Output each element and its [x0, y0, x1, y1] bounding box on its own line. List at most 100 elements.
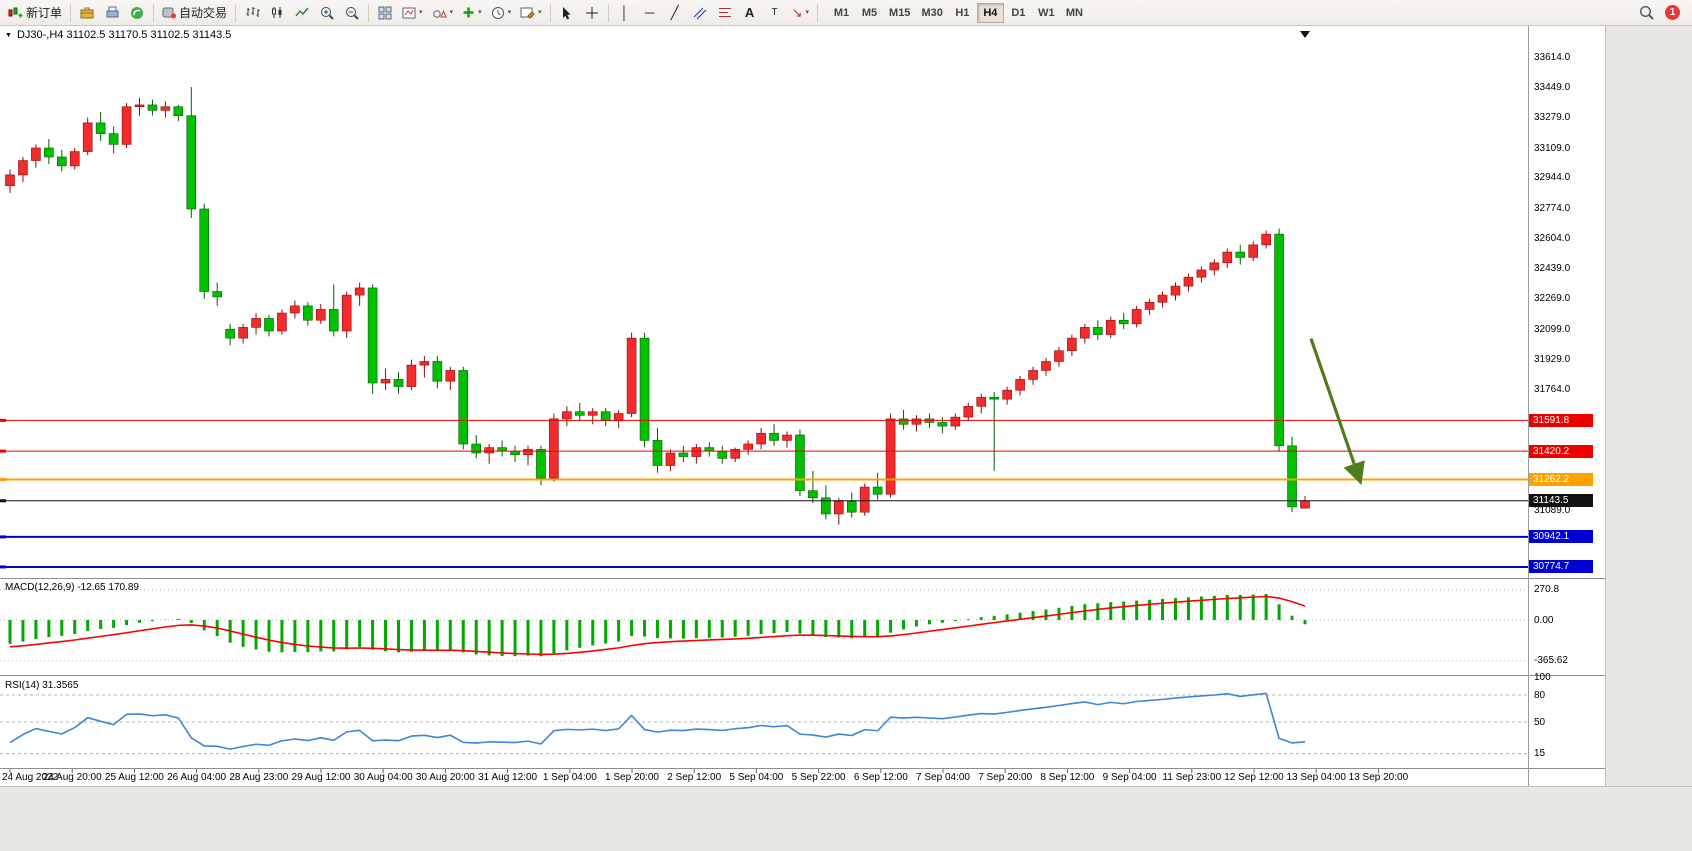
chart-collapse-icon[interactable]: ▼ [5, 31, 12, 39]
timeframe-mn-button[interactable]: MN [1061, 3, 1088, 23]
toolbar-separator [549, 3, 551, 22]
price-badge: 31420.2 [1529, 444, 1593, 458]
cursor-button[interactable] [555, 2, 579, 24]
price-badge: 30774.7 [1529, 560, 1593, 574]
new-order-button[interactable]: 新订单 [4, 2, 66, 24]
line-chart-icon [294, 7, 309, 17]
toolbox-button[interactable] [75, 2, 99, 24]
price-tick-label: 32604.0 [1534, 233, 1571, 245]
label-button[interactable]: T [763, 2, 787, 24]
text-button[interactable]: A [738, 2, 762, 24]
chart-plot[interactable] [0, 26, 1692, 851]
timeframe-m1-button[interactable]: M1 [828, 3, 855, 23]
time-axis-label: 5 Sep 04:00 [729, 772, 784, 783]
trendline-icon: ╱ [670, 5, 679, 20]
toolbar-separator [817, 3, 819, 22]
crosshair-button[interactable] [580, 2, 604, 24]
autotrading-button[interactable]: 自动交易 [158, 2, 231, 24]
price-badge: 31591.8 [1529, 413, 1593, 427]
timeframe-group: M1 M5 M15 M30 H1 H4 D1 W1 MN [828, 2, 1088, 23]
print-button[interactable] [100, 2, 124, 24]
rsi-tick-label: 100 [1534, 671, 1551, 683]
bar-chart-button[interactable] [240, 2, 264, 24]
fibonacci-button[interactable] [713, 2, 737, 24]
down-arrow-annotation[interactable] [1309, 338, 1365, 486]
time-axis-label: 13 Sep 04:00 [1286, 772, 1346, 783]
timeframe-m30-button[interactable]: M30 [916, 3, 947, 23]
toolbar-separator [70, 3, 72, 22]
price-tick-label: 33614.0 [1534, 52, 1571, 64]
time-axis-label: 12 Sep 12:00 [1224, 772, 1284, 783]
autotrading-label: 自动交易 [179, 6, 228, 20]
price-tick-label: 32439.0 [1534, 262, 1571, 274]
chart-title: DJ30-,H4 31102.5 31170.5 31102.5 31143.5 [16, 29, 232, 41]
price-tick-label: 31929.0 [1534, 354, 1571, 366]
dropdown-caret-icon: ▾ [449, 9, 454, 16]
timeframe-w1-button[interactable]: W1 [1033, 3, 1060, 23]
time-axis-label: 30 Aug 20:00 [415, 772, 475, 783]
timeframe-m15-button[interactable]: M15 [884, 3, 915, 23]
hline-icon: ─ [645, 5, 655, 20]
main-toolbar: 新订单 自动交易 [0, 0, 1692, 26]
price-tick-label: 32269.0 [1534, 293, 1571, 305]
timeframe-h4-button[interactable]: H4 [976, 2, 1004, 23]
timeframe-m5-button[interactable]: M5 [856, 3, 883, 23]
time-axis-label: 2 Sep 12:00 [667, 772, 722, 783]
zoom-out-button[interactable] [340, 2, 364, 24]
time-axis-label: 5 Sep 22:00 [791, 772, 846, 783]
add-indicator-icon [463, 7, 474, 18]
price-badge: 31262.2 [1529, 472, 1593, 486]
price-tick-label: 32944.0 [1534, 172, 1571, 184]
trendline-button[interactable]: ╱ [663, 2, 687, 24]
label-tool-icon: T [771, 6, 778, 18]
zoom-out-icon [346, 6, 359, 20]
price-tick-label: 32774.0 [1534, 202, 1571, 214]
macd-tick-label: 270.8 [1534, 584, 1560, 596]
notification-badge[interactable]: 1 [1665, 5, 1680, 20]
macd-tick-label: 0.00 [1534, 614, 1554, 626]
objects-list-icon [432, 9, 447, 18]
indicators-list-icon [402, 7, 416, 18]
timeframe-h1-button[interactable]: H1 [949, 3, 976, 23]
new-order-icon [8, 7, 23, 17]
time-axis-label: 8 Sep 12:00 [1040, 772, 1095, 783]
tile-windows-button[interactable] [373, 2, 397, 24]
channel-button[interactable] [688, 2, 712, 24]
autotrading-icon [162, 7, 177, 19]
community-icon [131, 6, 144, 19]
time-axis-label: 1 Sep 04:00 [542, 772, 597, 783]
add-indicator-button[interactable]: ▾ [458, 2, 486, 24]
print-icon [106, 6, 119, 18]
price-tick-label: 33109.0 [1534, 142, 1571, 154]
indicators-list-button[interactable]: ▾ [398, 2, 427, 24]
macd-tick-label: -365.62 [1534, 655, 1568, 667]
template-icon [520, 7, 535, 19]
timeframe-d1-button[interactable]: D1 [1005, 3, 1032, 23]
channel-icon [693, 7, 706, 19]
candlestick-chart-button[interactable] [265, 2, 289, 24]
templates-button[interactable]: ▾ [516, 2, 546, 24]
vline-button[interactable]: │ [613, 2, 637, 24]
time-axis-label: 25 Aug 12:00 [104, 772, 164, 783]
candlestick-chart-icon [271, 7, 282, 18]
toolbar-separator [235, 3, 237, 22]
price-tick-label: 33449.0 [1534, 81, 1571, 93]
line-chart-button[interactable] [290, 2, 314, 24]
price-tick-label: 32099.0 [1534, 323, 1571, 335]
periods-button[interactable]: ▾ [487, 2, 516, 24]
chart-window: ▼ DJ30-,H4 31102.5 31170.5 31102.5 31143… [0, 26, 1692, 851]
search-button[interactable] [1634, 2, 1658, 24]
zoom-in-button[interactable] [315, 2, 339, 24]
arrows-button[interactable]: ↘ ▾ [788, 2, 813, 24]
rsi-tick-label: 80 [1534, 689, 1546, 701]
text-tool-icon: A [744, 5, 755, 20]
time-axis-label: 24 Aug 2022 [2, 772, 59, 783]
objects-list-button[interactable]: ▾ [428, 2, 458, 24]
chart-header: ▼ DJ30-,H4 31102.5 31170.5 31102.5 31143… [5, 29, 231, 41]
macd-indicator-label: MACD(12,26,9) -12.65 170.89 [5, 582, 139, 593]
community-button[interactable] [125, 2, 149, 24]
time-axis-label: 9 Sep 04:00 [1102, 772, 1157, 783]
hline-button[interactable]: ─ [638, 2, 662, 24]
time-axis-label: 30 Aug 04:00 [353, 772, 413, 783]
